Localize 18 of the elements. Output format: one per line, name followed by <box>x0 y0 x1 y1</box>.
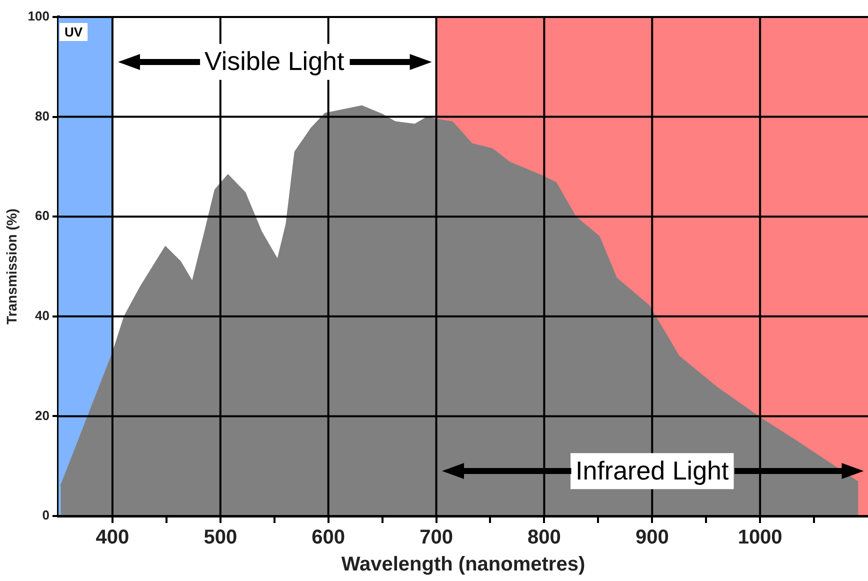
x-tick-label: 1000 <box>738 526 782 549</box>
y-axis-title: Transmission (%) <box>3 208 20 324</box>
y-tick-label: 100 <box>28 8 50 24</box>
band-label: UV <box>64 24 83 40</box>
y-tick-label: 40 <box>35 308 50 323</box>
y-tick-label: 0 <box>42 508 50 523</box>
x-tick-label: 700 <box>420 526 453 549</box>
x-tick-label: 400 <box>96 526 130 549</box>
annotation: Visible Light <box>204 46 345 76</box>
y-tick-label: 20 <box>35 408 50 423</box>
x-tick-label: 900 <box>635 526 669 549</box>
x-tick-label: 800 <box>528 526 561 549</box>
x-tick-label: 500 <box>204 526 238 549</box>
x-tick-label: 600 <box>312 526 346 549</box>
y-tick-label: 80 <box>35 108 50 124</box>
band-label: Infrared Light <box>576 455 730 486</box>
y-tick-label: 60 <box>35 208 50 224</box>
x-axis-title: Wavelength (nanometres) <box>341 554 586 576</box>
